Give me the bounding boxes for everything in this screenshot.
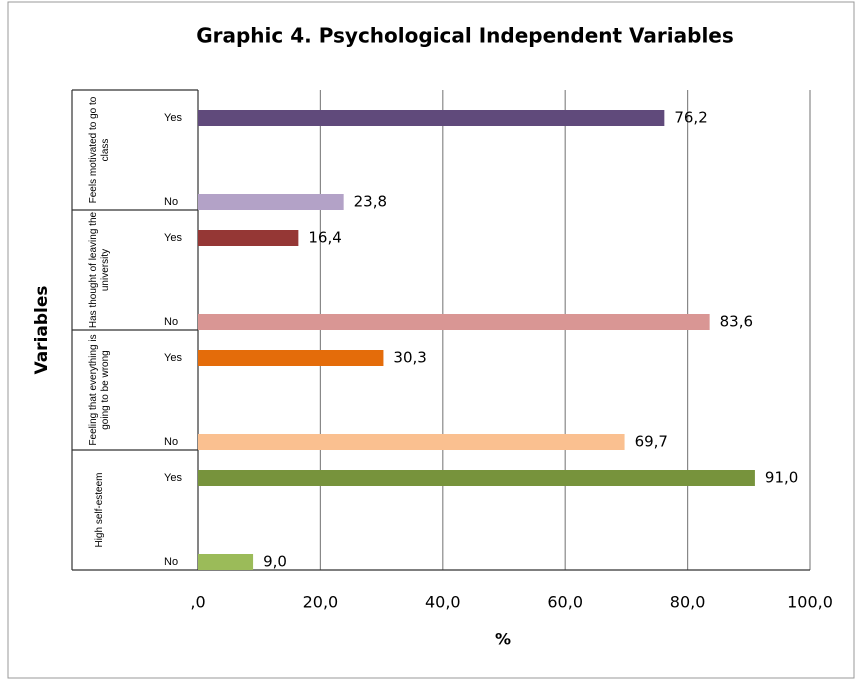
group-label-box: Feeling that everything is going to be w…: [88, 334, 111, 446]
group-label: High self-esteem: [94, 472, 105, 548]
group-label-box: High self-esteem: [94, 472, 105, 548]
x-tick-label: 60,0: [547, 593, 583, 612]
bar: [198, 350, 384, 366]
x-tick-label: 40,0: [425, 593, 461, 612]
x-tick-label: 20,0: [303, 593, 339, 612]
group-label: Feeling that everything is going to be w…: [88, 334, 111, 446]
group-label-box: Has thought of leaving the university: [88, 211, 111, 329]
x-tick-label: ,0: [190, 593, 205, 612]
value-label: 9,0: [263, 553, 287, 571]
category-label: Yes: [164, 112, 182, 124]
value-label: 69,7: [635, 433, 668, 451]
value-label: 83,6: [720, 313, 753, 331]
value-label: 23,8: [354, 193, 387, 211]
chart-frame: [7, 1, 855, 679]
category-label: No: [164, 556, 178, 568]
x-tick-label: 80,0: [670, 593, 706, 612]
y-axis-label: Variables: [32, 285, 52, 374]
value-label: 91,0: [765, 469, 798, 487]
value-label: 30,3: [393, 349, 426, 367]
category-label: No: [164, 436, 178, 448]
group-label-box: Feels motivated to go to class: [88, 96, 111, 204]
bar: [198, 110, 665, 126]
bar: [198, 470, 755, 486]
chart-title: Graphic 4. Psychological Independent Var…: [196, 24, 734, 48]
bar: [198, 194, 344, 210]
group-label: Has thought of leaving the university: [88, 211, 111, 329]
category-label: No: [164, 196, 178, 208]
bar: [198, 554, 254, 570]
value-label: 76,2: [674, 109, 707, 127]
group-label: Feels motivated to go to class: [88, 96, 111, 204]
value-label: 16,4: [308, 229, 341, 247]
bar: [198, 434, 625, 450]
category-label: Yes: [164, 352, 182, 364]
bar: [198, 314, 710, 330]
bar: [198, 230, 299, 246]
x-axis-label: %: [495, 630, 511, 649]
category-label: Yes: [164, 232, 182, 244]
category-label: No: [164, 316, 178, 328]
x-tick-label: 100,0: [787, 593, 833, 612]
category-label: Yes: [164, 472, 182, 484]
